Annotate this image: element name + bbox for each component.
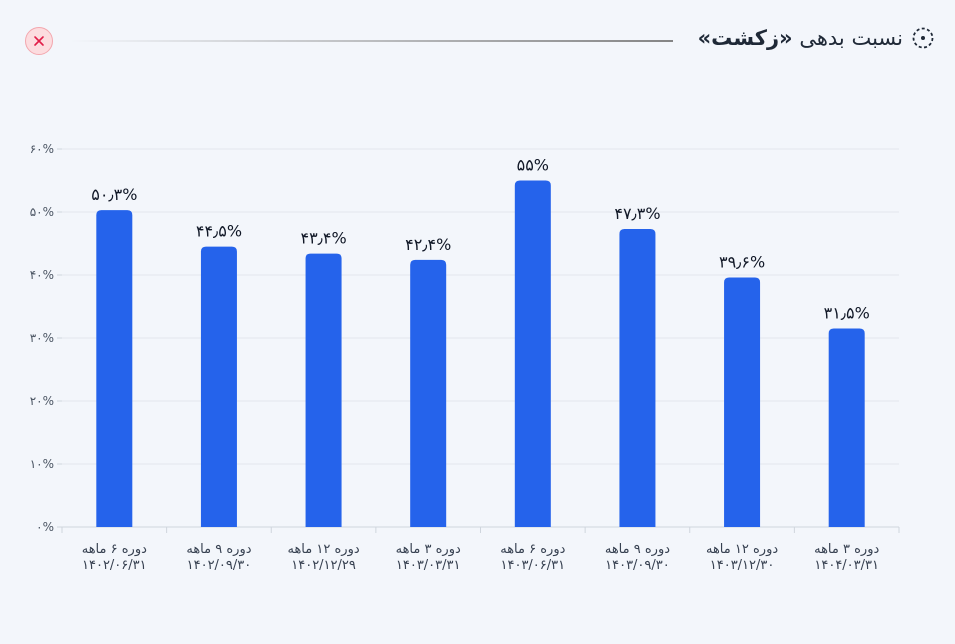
x-tick-label-date: ۱۴۰۴/۰۳/۳۱ (814, 558, 879, 573)
header-divider (70, 40, 673, 42)
title-prefix: نسبت بدهی (799, 26, 903, 50)
bar (828, 328, 865, 527)
close-button[interactable] (25, 27, 53, 55)
y-tick-label: ۰% (36, 520, 54, 534)
y-tick-label: ۲۰% (30, 394, 54, 408)
x-tick-label-date: ۱۴۰۳/۰۳/۳۱ (396, 558, 461, 573)
x-tick-label-date: ۱۴۰۳/۱۲/۳۰ (710, 558, 775, 573)
close-icon (33, 32, 45, 51)
x-tick-label: دوره ۱۲ ماهه (287, 542, 359, 557)
bar (724, 277, 761, 527)
data-label: ۴۲٫۴% (405, 235, 451, 254)
chart-header: نسبت بدهی «زکشت» (0, 0, 955, 80)
x-tick-label: دوره ۹ ماهه (605, 542, 670, 557)
title-emphasis: «زکشت» (697, 26, 793, 50)
x-tick-label: دوره ۹ ماهه (186, 542, 251, 557)
data-label: ۵۰٫۳% (91, 185, 137, 204)
x-tick-label: دوره ۳ ماهه (396, 542, 461, 557)
bar (305, 253, 342, 527)
y-tick-label: ۱۰% (30, 457, 54, 471)
title-text: نسبت بدهی «زکشت» (698, 26, 903, 50)
x-tick-label: دوره ۶ ماهه (500, 542, 565, 557)
bar (619, 229, 656, 527)
x-tick-label-date: ۱۴۰۲/۰۶/۳۱ (82, 558, 147, 573)
x-tick-label-date: ۱۴۰۳/۰۹/۳۰ (605, 558, 670, 573)
bar (410, 259, 447, 527)
data-label: ۳۹٫۶% (719, 253, 765, 272)
y-tick-label: ۵۰% (30, 205, 54, 219)
x-tick-label: دوره ۶ ماهه (82, 542, 147, 557)
x-tick-label-date: ۱۴۰۳/۰۶/۳۱ (501, 558, 566, 573)
data-label: ۳۱٫۵% (824, 304, 870, 323)
data-label: ۴۷٫۳% (614, 204, 660, 223)
x-tick-label: دوره ۳ ماهه (814, 542, 879, 557)
x-tick-label-date: ۱۴۰۲/۱۲/۲۹ (291, 558, 356, 573)
x-tick-label-date: ۱۴۰۲/۰۹/۳۰ (187, 558, 252, 573)
chart-title: نسبت بدهی «زکشت» (698, 26, 935, 50)
bar (96, 210, 133, 528)
y-tick-label: ۴۰% (30, 268, 54, 282)
x-tick-label: دوره ۱۲ ماهه (706, 542, 778, 557)
data-label: ۴۳٫۴% (300, 229, 346, 248)
y-tick-label: ۳۰% (30, 331, 54, 345)
data-label: ۴۴٫۵% (196, 222, 242, 241)
dashed-circle-icon (911, 26, 935, 50)
y-tick-label: ۶۰% (30, 142, 54, 156)
data-label: ۵۵% (517, 156, 549, 175)
bar (514, 180, 551, 527)
bar (200, 246, 237, 527)
